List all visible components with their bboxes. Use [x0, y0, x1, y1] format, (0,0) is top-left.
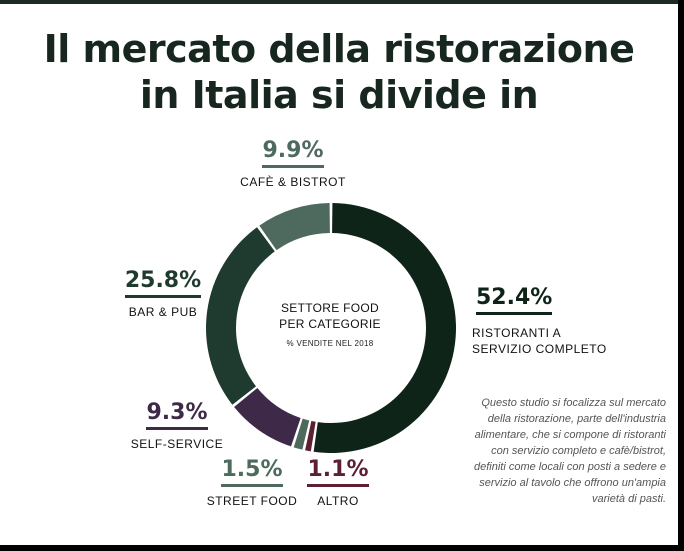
donut-slice-altro	[305, 420, 316, 452]
center-title-line-1: SETTORE FOOD	[280, 301, 380, 315]
chart-center-title: SETTORE FOOD PER CATEGORIE	[260, 300, 400, 332]
center-title-line-2: PER CATEGORIE	[279, 317, 381, 331]
category-self-service: SELF-SERVICE	[130, 437, 224, 451]
label-cafe-bistrot: 9.9% CAFÈ & BISTROT	[238, 138, 348, 190]
category-altro: ALTRO	[317, 494, 359, 508]
donut-slice-street-food	[293, 418, 310, 450]
category-street-food: STREET FOOD	[206, 494, 298, 508]
label-street-food: 1.5% STREET FOOD	[202, 457, 302, 509]
value-bar-pub: 25.8%	[124, 268, 202, 298]
top-border	[0, 0, 684, 4]
page-title: Il mercato della ristorazione in Italia …	[0, 26, 678, 118]
label-altro: 1.1% ALTRO	[302, 457, 374, 509]
donut-slice-bar-pub	[205, 227, 275, 405]
right-border	[678, 0, 684, 551]
value-street-food: 1.5%	[221, 457, 283, 487]
label-bar-pub: 25.8% BAR & PUB	[108, 268, 218, 320]
value-cafe-bistrot: 9.9%	[262, 138, 324, 168]
title-line-1: Il mercato della ristorazione	[43, 27, 635, 71]
label-self-service: 9.3% SELF-SERVICE	[122, 400, 232, 452]
study-note: Questo studio si focalizza sul mercato d…	[474, 397, 666, 505]
category-bar-pub: BAR & PUB	[128, 305, 198, 319]
label-ristoranti: 52.4% RISTORANTI A SERVIZIO COMPLETO	[472, 285, 622, 357]
value-altro: 1.1%	[307, 457, 369, 487]
category-ristoranti: RISTORANTI A SERVIZIO COMPLETO	[472, 326, 607, 356]
bottom-border	[0, 545, 684, 551]
value-self-service: 9.3%	[146, 400, 208, 430]
value-ristoranti: 52.4%	[476, 285, 553, 315]
chart-center-subtitle: % VENDITE NEL 2018	[286, 339, 374, 348]
donut-slice-ristoranti-a-servizio-completo	[313, 203, 457, 453]
title-line-2: in Italia si divide in	[139, 73, 539, 117]
donut-slice-caf-bistrot	[259, 203, 330, 251]
donut-slice-self-service	[234, 388, 301, 447]
category-cafe-bistrot: CAFÈ & BISTROT	[240, 175, 346, 189]
